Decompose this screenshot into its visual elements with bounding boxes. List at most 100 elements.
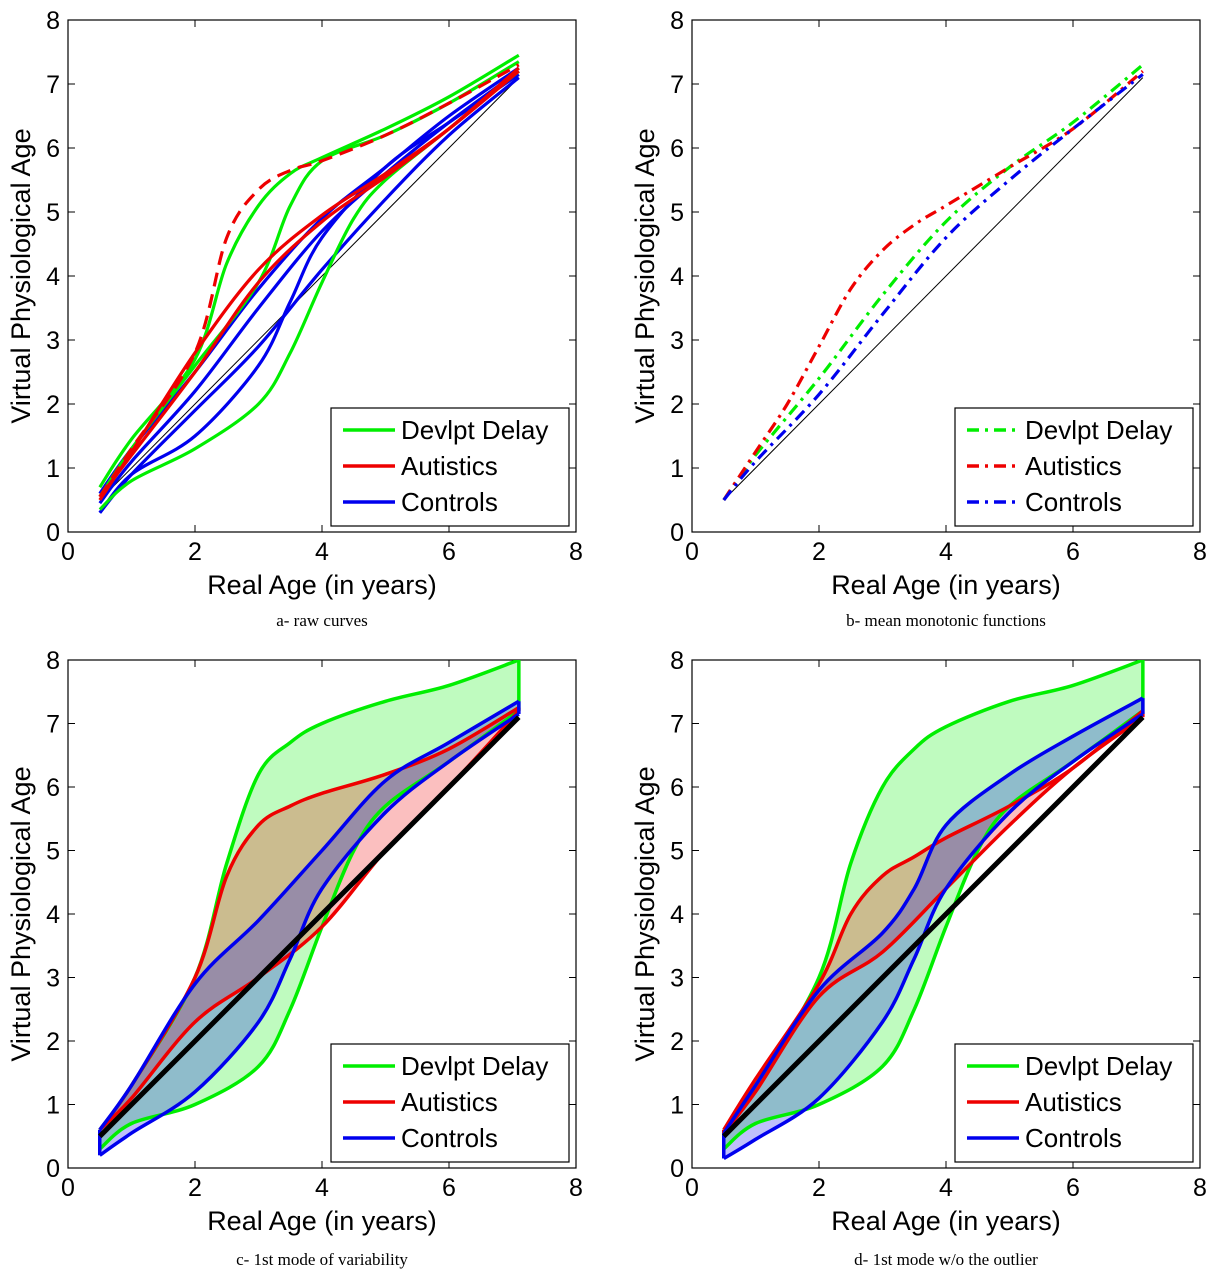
legend: Devlpt Delay Autistics Controls [954,407,1194,527]
series-reference-0 [723,77,1144,501]
legend-label-devlpt-delay: Devlpt Delay [1025,1051,1172,1081]
x-tick-label: 6 [1066,1174,1080,1202]
legend-label-autistics: Autistics [401,451,498,481]
y-tick-label: 5 [46,838,60,866]
x-tick-label: 8 [1193,1174,1207,1202]
x-tick-label: 8 [1193,538,1207,566]
y-tick-label: 2 [46,1028,60,1056]
x-tick-label: 4 [315,1174,329,1202]
x-tick-label: 6 [442,1174,456,1202]
x-tick-label: 8 [569,1174,583,1202]
x-tick-label: 6 [442,538,456,566]
y-tick-label: 1 [670,455,684,483]
legend-label-controls: Controls [401,1123,498,1153]
panel-a: 0 2 4 6 8 0 1 2 3 4 5 6 7 8 Real Age (in years) Virtual… [6,7,583,630]
y-axis-label: Virtual Physiological Age [6,128,36,423]
series-controls-3 [98,69,520,505]
series-reference-0 [98,715,521,1139]
x-tick-label: 0 [685,538,699,566]
x-axis-label: Real Age (in years) [207,570,437,600]
x-tick-label: 4 [315,538,329,566]
y-tick-label: 4 [46,901,60,929]
y-tick-label: 5 [46,199,60,227]
band-fill-controls [99,701,519,1156]
y-tick-label: 0 [46,519,60,547]
legend: Devlpt Delay Autistics Controls [330,1043,570,1163]
y-tick-label: 0 [670,519,684,547]
y-tick-label: 4 [670,263,684,291]
x-tick-label: 2 [188,1174,202,1202]
panel-caption: c- 1st mode of variability [236,1250,408,1269]
y-tick-label: 1 [670,1092,684,1120]
y-tick-label: 2 [670,1028,684,1056]
x-axis-label: Real Age (in years) [831,1206,1061,1236]
x-tick-label: 0 [61,1174,75,1202]
band-lower-controls [98,712,520,1157]
y-tick-label: 7 [46,71,60,99]
band-fill-devlpt-delay [723,660,1143,1149]
y-tick-label: 3 [46,327,60,355]
series-autistics-10 [98,63,520,498]
panel-b: 0 2 4 6 8 0 1 2 3 4 5 6 7 8 Real Age (in years) Virtual… [630,7,1207,630]
data-layer [722,63,1144,502]
y-tick-label: 2 [670,391,684,419]
x-tick-label: 2 [188,538,202,566]
x-axis-label: Real Age (in years) [831,570,1061,600]
y-tick-label: 5 [670,199,684,227]
x-tick-label: 8 [569,538,583,566]
y-tick-label: 6 [46,135,60,163]
y-axis-label: Virtual Physiological Age [630,128,660,423]
series-reference-0 [722,715,1145,1139]
band-upper-controls [722,696,1144,1135]
y-tick-label: 3 [46,965,60,993]
x-tick-label: 6 [1066,538,1080,566]
legend-label-devlpt-delay: Devlpt Delay [1025,415,1172,445]
legend-label-controls: Controls [1025,1123,1122,1153]
y-tick-label: 7 [670,71,684,99]
x-axis-label: Real Age (in years) [207,1206,437,1236]
x-tick-label: 0 [61,538,75,566]
y-axis-label: Virtual Physiological Age [6,766,36,1061]
y-tick-label: 1 [46,455,60,483]
band-fill-devlpt-delay [99,660,519,1149]
x-tick-label: 0 [685,1174,699,1202]
legend-label-devlpt-delay: Devlpt Delay [401,415,548,445]
panel-c: 0 2 4 6 8 0 1 2 3 4 5 6 7 8 Real Age (in years) Virtual… [6,647,583,1269]
legend-label-controls: Controls [401,487,498,517]
panel-caption: b- mean monotonic functions [846,611,1046,630]
y-tick-label: 3 [670,965,684,993]
y-tick-label: 4 [670,901,684,929]
band-lower-controls [722,712,1144,1160]
band-upper-controls [98,699,520,1131]
legend-label-controls: Controls [1025,487,1122,517]
y-tick-label: 8 [46,7,60,35]
x-tick-label: 4 [939,538,953,566]
panel-d: 0 2 4 6 8 0 1 2 3 4 5 6 7 8 Real Age (in years) Virtual… [630,647,1207,1269]
y-tick-label: 6 [46,774,60,802]
y-tick-label: 7 [670,711,684,739]
y-tick-label: 3 [670,327,684,355]
y-tick-label: 2 [46,391,60,419]
data-layer [722,660,1145,1160]
y-tick-label: 0 [46,1155,60,1183]
series-controls-3 [722,73,1144,502]
legend-label-autistics: Autistics [1025,451,1122,481]
y-tick-label: 6 [670,774,684,802]
data-layer [98,660,521,1157]
y-tick-label: 6 [670,135,684,163]
y-tick-label: 8 [670,647,684,675]
x-tick-label: 2 [812,1174,826,1202]
band-fill-autistics [99,707,519,1130]
legend: Devlpt Delay Autistics Controls [954,1043,1194,1163]
legend-label-autistics: Autistics [401,1087,498,1117]
x-tick-label: 2 [812,538,826,566]
x-tick-label: 4 [939,1174,953,1202]
panel-caption: a- raw curves [276,611,368,630]
series-controls-1 [98,76,520,514]
y-tick-label: 8 [670,7,684,35]
data-layer [98,53,520,514]
y-tick-label: 4 [46,263,60,291]
series-autistics-9 [98,66,520,498]
legend-label-devlpt-delay: Devlpt Delay [401,1051,548,1081]
